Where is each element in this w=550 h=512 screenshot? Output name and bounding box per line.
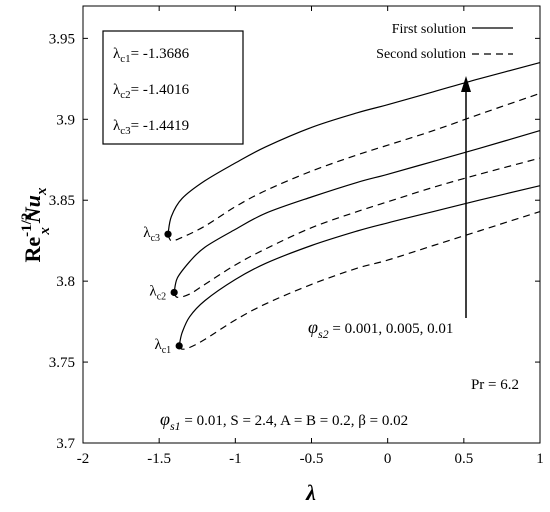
y-axis-title-main: Nu — [20, 195, 45, 224]
x-axis-title: λ — [305, 480, 316, 505]
arrow-head — [461, 76, 471, 92]
critical-label-c3: λc3 — [143, 225, 160, 244]
series-c2-first-solution — [173, 130, 541, 293]
y-axis-title: Re-1/2 xNux — [19, 187, 53, 262]
y-tick-label: 3.8 — [56, 274, 75, 290]
x-tick-label: -2 — [77, 451, 90, 467]
params-annotation: φs1 = 0.01, S = 2.4, A = B = 0.2, β = 0.… — [160, 409, 408, 433]
ticks-layer: -2 -1.5 -1 -0.5 0 0.5 1 3.7 3.75 3.8 3.85 3.9 3.95 — [49, 6, 544, 467]
series-c3-second-solution — [167, 92, 541, 242]
critical-value-c1: λc1= -1.3686 — [113, 46, 190, 65]
critical-label-c2: λc2 — [149, 283, 166, 302]
y-tick-label: 3.85 — [49, 193, 75, 209]
y-tick-label: 3.7 — [56, 436, 75, 452]
phi-s2-annotation: φs2 = 0.001, 0.005, 0.01 — [308, 317, 453, 341]
y-axis-title-base-sup: -1/2 — [19, 213, 35, 237]
x-tick-label: -1.5 — [147, 451, 171, 467]
critical-value-c2: λc2= -1.4016 — [113, 82, 190, 101]
curves-layer — [167, 62, 541, 350]
critical-point-c3 — [164, 230, 172, 238]
series-c1-second-solution — [178, 211, 541, 350]
x-tick-label: -1 — [229, 451, 242, 467]
x-tick-label: 0 — [384, 451, 392, 467]
x-tick-label: 1 — [536, 451, 544, 467]
y-tick-label: 3.75 — [49, 355, 75, 371]
x-tick-label: 0.5 — [454, 451, 473, 467]
series-c3-first-solution — [167, 62, 541, 235]
pr-annotation: Pr = 6.2 — [471, 377, 519, 393]
y-tick-label: 3.95 — [49, 31, 75, 47]
critical-label-c1: λc1 — [154, 337, 171, 356]
points-layer: λc1 λc2 λc3 — [143, 225, 183, 356]
critical-values-box — [102, 30, 244, 145]
critical-point-c2 — [170, 288, 178, 297]
series-c1-first-solution — [178, 185, 541, 347]
critical-value-c3: λc3= -1.4419 — [113, 118, 189, 137]
legend-first-label: First solution — [392, 22, 466, 37]
series-c2-second-solution — [173, 157, 541, 298]
y-tick-label: 3.9 — [56, 112, 75, 128]
increase-arrow — [461, 76, 471, 318]
legend-second-label: Second solution — [376, 47, 466, 62]
y-axis-title-base-sub: x — [37, 227, 53, 236]
plot-frame — [82, 5, 541, 444]
x-tick-label: -0.5 — [300, 451, 324, 467]
legend: First solution Second solution — [376, 22, 513, 62]
y-axis-title-main-sub: x — [34, 187, 50, 196]
critical-point-c1 — [175, 342, 183, 350]
